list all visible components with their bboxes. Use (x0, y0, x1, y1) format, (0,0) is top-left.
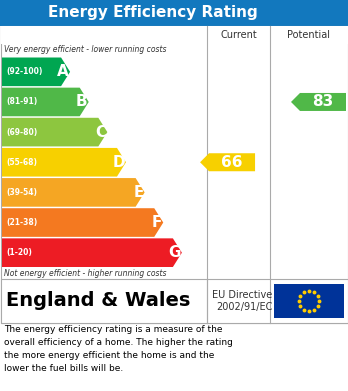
Text: Current: Current (220, 30, 257, 40)
Text: (39-54): (39-54) (6, 188, 37, 197)
Text: (81-91): (81-91) (6, 97, 37, 106)
Bar (0, 26, 348, 323)
Text: G: G (168, 245, 181, 260)
Text: A: A (57, 65, 69, 79)
Polygon shape (291, 93, 346, 111)
Bar (0, 279, 348, 323)
Polygon shape (2, 118, 107, 146)
Polygon shape (2, 208, 163, 237)
Text: F: F (152, 215, 162, 230)
Text: B: B (76, 95, 88, 109)
Text: C: C (95, 125, 106, 140)
Bar (0, 0, 348, 26)
Polygon shape (2, 178, 145, 207)
Text: E: E (133, 185, 144, 200)
Text: D: D (112, 155, 125, 170)
Polygon shape (2, 88, 89, 116)
Text: 66: 66 (221, 155, 243, 170)
Polygon shape (2, 57, 70, 86)
Text: Energy Efficiency Rating: Energy Efficiency Rating (48, 5, 258, 20)
Text: EU Directive
2002/91/EC: EU Directive 2002/91/EC (212, 290, 272, 312)
Bar (274, 284, 344, 318)
Text: England & Wales: England & Wales (6, 292, 190, 310)
Polygon shape (2, 148, 126, 177)
Text: (92-100): (92-100) (6, 67, 42, 76)
Text: Very energy efficient - lower running costs: Very energy efficient - lower running co… (4, 45, 166, 54)
Text: (69-80): (69-80) (6, 127, 37, 136)
Polygon shape (200, 153, 255, 171)
Text: Not energy efficient - higher running costs: Not energy efficient - higher running co… (4, 269, 166, 278)
Text: The energy efficiency rating is a measure of the
overall efficiency of a home. T: The energy efficiency rating is a measur… (4, 325, 233, 373)
Polygon shape (2, 239, 182, 267)
Bar (0, 26, 348, 44)
Text: Potential: Potential (287, 30, 330, 40)
Text: 83: 83 (313, 95, 334, 109)
Text: (55-68): (55-68) (6, 158, 37, 167)
Text: (21-38): (21-38) (6, 218, 37, 227)
Text: (1-20): (1-20) (6, 248, 32, 257)
